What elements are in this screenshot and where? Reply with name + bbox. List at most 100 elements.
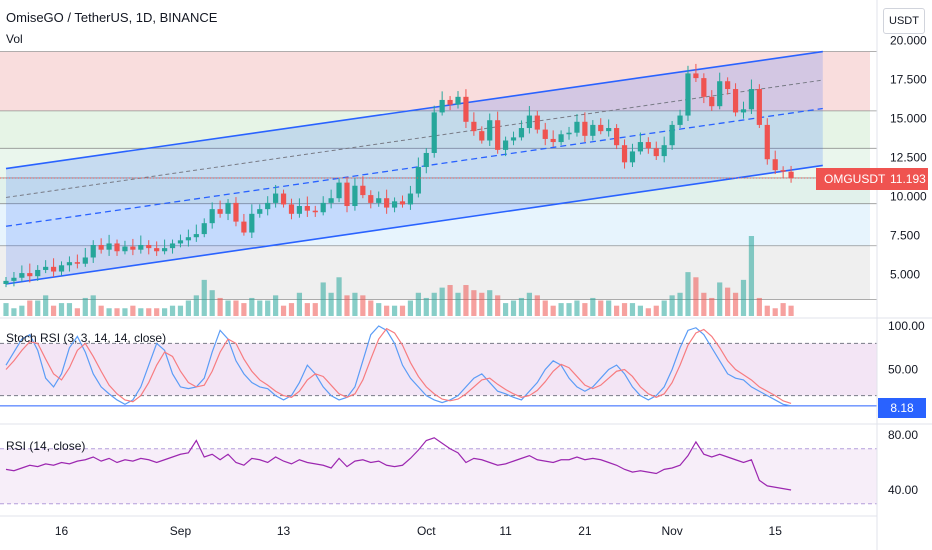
- volume-bar-38: [304, 303, 310, 316]
- candle-body-22: [177, 240, 184, 244]
- candle-body-84: [669, 124, 675, 146]
- volume-bar-48: [384, 305, 390, 316]
- candle-body-67: [534, 115, 540, 130]
- candle-body-73: [582, 121, 588, 136]
- volume-bar-99: [788, 305, 794, 316]
- candle-body-97: [772, 159, 778, 171]
- volume-bar-21: [169, 305, 176, 316]
- candle-body-41: [328, 198, 334, 203]
- candle-body-44: [352, 185, 358, 207]
- candle-body-31: [249, 213, 255, 233]
- candle-body-13: [106, 243, 112, 250]
- volume-bar-32: [257, 300, 263, 316]
- candle-body-6: [50, 266, 57, 272]
- candle-body-10: [82, 257, 88, 264]
- candle-body-3: [27, 273, 33, 277]
- last-price-value: 11.193: [890, 172, 926, 186]
- candle-body-55: [439, 99, 445, 113]
- candle-body-65: [518, 128, 525, 138]
- volume-bar-1: [11, 308, 17, 316]
- volume-bar-47: [376, 303, 382, 316]
- volume-bar-0: [3, 303, 9, 316]
- stoch-rsi-label: Stoch RSI (3, 3, 14, 14, close): [6, 331, 167, 345]
- rsi-label: RSI (14, close): [6, 439, 86, 453]
- stoch-d-line: [5, 327, 792, 404]
- volume-bar-71: [566, 303, 572, 316]
- candle-body-76: [606, 128, 612, 132]
- volume-bar-54: [431, 292, 437, 316]
- volume-bar-62: [495, 295, 501, 316]
- volume-bar-61: [487, 290, 493, 316]
- candle-body-23: [185, 237, 191, 241]
- volume-bar-96: [764, 305, 770, 316]
- stoch-rsi-pane[interactable]: [0, 325, 877, 407]
- volume-bar-23: [185, 300, 191, 316]
- volume-bar-93: [740, 279, 747, 316]
- candle-body-50: [399, 201, 406, 205]
- candle-body-8: [66, 262, 73, 266]
- candle-body-32: [257, 209, 263, 214]
- candle-body-29: [233, 202, 239, 222]
- volume-bar-19: [154, 308, 160, 316]
- volume-bar-86: [685, 272, 691, 316]
- candle-body-0: [3, 280, 9, 284]
- candle-body-85: [677, 115, 683, 125]
- candle-body-20: [162, 248, 168, 252]
- volume-bar-43: [344, 295, 350, 316]
- volume-bar-33: [265, 300, 271, 316]
- volume-bar-45: [360, 295, 366, 316]
- volume-bar-67: [534, 295, 540, 316]
- candle-body-53: [423, 152, 429, 168]
- price-band-5: [0, 245, 870, 300]
- volume-bar-15: [122, 308, 128, 316]
- candle-body-69: [550, 138, 556, 143]
- candle-body-89: [709, 96, 715, 107]
- candle-body-52: [415, 167, 421, 194]
- price-tick-label: 15.000: [890, 112, 927, 126]
- candle-body-86: [685, 73, 691, 116]
- volume-bar-66: [526, 292, 532, 316]
- volume-pane: [3, 236, 794, 316]
- candle-body-19: [154, 248, 160, 252]
- candle-body-56: [447, 99, 453, 105]
- time-tick-label: Nov: [661, 524, 682, 538]
- candle-body-24: [193, 234, 199, 238]
- volume-bar-83: [661, 300, 667, 316]
- price-pane[interactable]: [0, 50, 877, 300]
- candle-body-37: [296, 206, 303, 214]
- volume-bar-58: [463, 285, 469, 316]
- candle-body-63: [502, 140, 509, 150]
- candle-body-39: [312, 210, 318, 213]
- volume-bar-65: [518, 297, 525, 316]
- candle-body-78: [621, 145, 628, 163]
- volume-bar-63: [502, 303, 509, 316]
- candle-body-92: [732, 89, 739, 113]
- currency-unit-button[interactable]: USDT: [883, 8, 925, 34]
- price-tick-label: 17.500: [890, 73, 927, 87]
- volume-bar-11: [90, 295, 96, 316]
- volume-bar-20: [162, 308, 168, 316]
- price-tick-label: 5.000: [890, 268, 920, 282]
- volume-bar-77: [614, 305, 620, 316]
- volume-bar-49: [391, 305, 398, 316]
- candle-body-79: [629, 151, 636, 163]
- volume-bar-68: [542, 300, 548, 316]
- candle-body-2: [19, 273, 25, 278]
- volume-bar-73: [582, 303, 588, 316]
- rsi-tick-label: 80.00: [888, 428, 918, 442]
- candle-body-87: [693, 73, 699, 79]
- volume-bar-28: [225, 300, 231, 316]
- candle-body-34: [273, 193, 279, 203]
- time-tick-label: Oct: [417, 524, 436, 538]
- candle-body-40: [320, 202, 326, 213]
- chart-title: OmiseGO / TetherUS, 1D, BINANCE: [6, 10, 218, 25]
- volume-bar-50: [399, 305, 406, 316]
- rsi-pane[interactable]: [0, 437, 877, 505]
- volume-bar-80: [637, 305, 643, 316]
- volume-bar-88: [701, 292, 707, 316]
- volume-bar-42: [336, 277, 342, 316]
- volume-bar-82: [653, 305, 659, 316]
- candle-body-45: [360, 185, 366, 196]
